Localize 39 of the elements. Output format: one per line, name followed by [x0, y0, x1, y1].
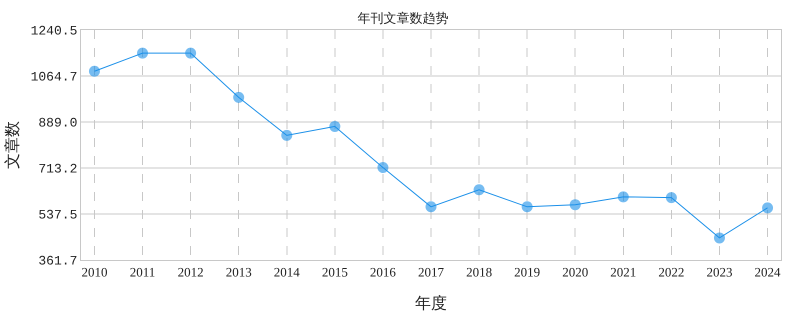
point [426, 201, 436, 212]
point [329, 120, 340, 132]
point [618, 191, 629, 202]
x-tick-label: 2013 [226, 264, 252, 280]
point [522, 201, 533, 212]
x-tick-label: 2021 [610, 264, 636, 280]
x-tick-label: 2016 [370, 264, 396, 280]
x-tick-label: 2023 [706, 264, 732, 280]
point [185, 48, 196, 59]
x-tick-label: 2018 [466, 264, 492, 280]
point [137, 48, 148, 59]
x-tick-label: 2024 [754, 264, 782, 280]
x-tick-label: 2019 [514, 264, 540, 280]
point [233, 92, 244, 103]
x-tick-label: 2017 [418, 264, 444, 280]
y-tick-label: 1064.7 [30, 70, 78, 85]
x-tick-label: 2010 [81, 264, 108, 280]
y-tick-label: 537.5 [38, 208, 78, 223]
x-tick-label: 2011 [130, 264, 156, 280]
y-tick-label: 361.7 [38, 254, 78, 269]
x-tick-label: 2022 [658, 264, 684, 280]
chart-title: 年刊文章数趋势 [358, 10, 448, 26]
x-tick-label: 2012 [178, 264, 204, 280]
point [762, 202, 774, 214]
point [570, 199, 581, 210]
point [666, 192, 677, 204]
point [88, 66, 100, 77]
y-tick-label: 713.2 [38, 162, 78, 177]
x-tick-label: 2014 [274, 264, 300, 280]
y-tick-label: 889.0 [38, 116, 78, 131]
x-tick-label: 2020 [562, 264, 588, 280]
x-axis-title: 年度 [415, 294, 447, 312]
point [714, 232, 725, 244]
y-tick-label: 1240.5 [30, 24, 78, 39]
y-axis-title: 文章数 [3, 121, 22, 169]
point [474, 184, 485, 196]
point [281, 130, 292, 141]
x-tick-label: 2015 [322, 264, 348, 280]
point [377, 162, 388, 174]
